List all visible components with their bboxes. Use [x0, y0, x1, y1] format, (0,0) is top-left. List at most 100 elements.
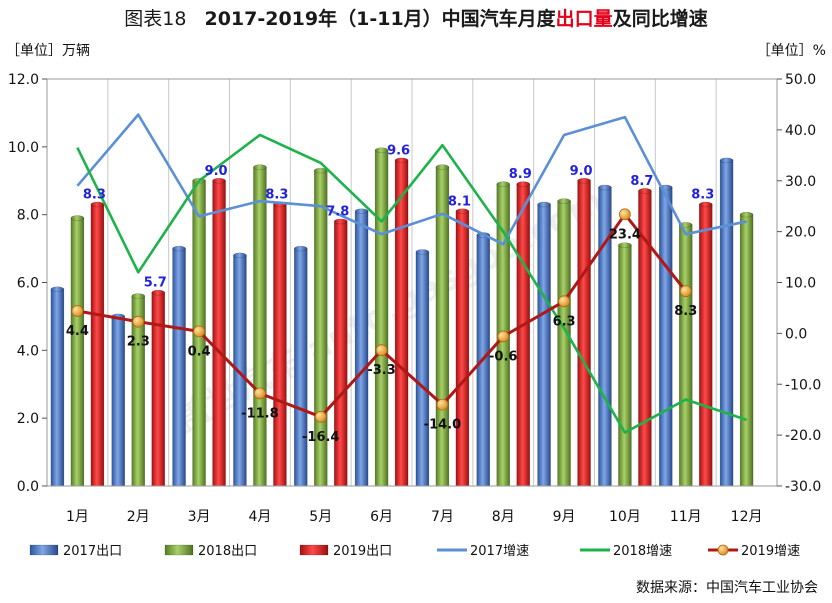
- bar-top-2019出口: [455, 208, 470, 215]
- bar-top-2017出口: [537, 201, 551, 208]
- growth-2019-marker: [193, 325, 205, 338]
- bar-top-2017出口: [719, 157, 734, 164]
- growth-2019-label: 8.3: [674, 304, 697, 319]
- category-label: 12月: [731, 509, 763, 525]
- export-2019-label: 8.7: [630, 174, 653, 189]
- bar-2017出口: [172, 248, 186, 487]
- export-2019-label: 7.8: [326, 204, 349, 219]
- export-2019-label: 8.3: [691, 187, 714, 202]
- category-label: 6月: [370, 509, 393, 525]
- legend-label: 2019出口: [333, 544, 392, 559]
- bar-2018出口: [739, 214, 754, 487]
- legend-swatch: [29, 544, 59, 556]
- bar-top-2017出口: [415, 249, 430, 255]
- right-axis-tick-label: 40.0: [785, 123, 816, 139]
- export-2019-label: 8.3: [265, 187, 288, 202]
- growth-2019-marker: [71, 305, 84, 317]
- legend-label: 2017增速: [470, 544, 529, 559]
- growth-2019-label: -0.6: [489, 349, 517, 364]
- title-highlight: 出口量: [555, 8, 613, 30]
- growth-2019-marker: [132, 315, 145, 328]
- left-axis-tick-label: 8.0: [17, 208, 39, 224]
- legend-swatch: [299, 544, 329, 556]
- legend-label: 2018增速: [613, 544, 672, 559]
- bar-2017出口: [659, 187, 673, 487]
- right-axis-tick-label: 50.0: [785, 72, 816, 88]
- legend-label: 2018出口: [198, 544, 257, 559]
- category-label: 8月: [492, 509, 515, 525]
- growth-2019-marker: [436, 398, 449, 411]
- growth-2019-label: 4.4: [66, 324, 89, 339]
- bar-top-2017出口: [233, 252, 247, 259]
- left-axis-tick-label: 0.0: [17, 479, 39, 495]
- growth-2019-label: -16.4: [302, 430, 339, 445]
- bar-top-2019出口: [577, 178, 591, 184]
- bar-2017出口: [233, 255, 247, 487]
- growth-2019-marker: [314, 410, 327, 423]
- bar-2019出口: [394, 160, 409, 487]
- bar-2017出口: [354, 211, 369, 487]
- legend-label: 2019增速: [741, 544, 800, 559]
- bar-2019出口: [334, 221, 348, 487]
- right-axis-tick-label: -20.0: [785, 428, 821, 444]
- bar-2017出口: [50, 289, 65, 487]
- bar-2019出口: [273, 204, 287, 487]
- growth-2019-marker: [375, 344, 388, 357]
- bar-top-2018出口: [496, 181, 510, 187]
- line-2018增速: [76, 133, 747, 434]
- left-axis-tick-label: 10.0: [8, 140, 39, 156]
- line-2017增速: [76, 113, 747, 246]
- growth-2019-marker: [254, 387, 266, 400]
- bar-top-2018出口: [131, 293, 145, 299]
- bar-top-2018出口: [557, 198, 571, 204]
- category-label: 3月: [188, 509, 211, 525]
- growth-2019-label: 23.4: [609, 227, 641, 242]
- bar-top-2018出口: [435, 164, 450, 170]
- bar-2019出口: [577, 180, 591, 487]
- right-axis-tick-label: 30.0: [785, 174, 816, 190]
- growth-2019-label: 2.3: [127, 335, 150, 350]
- right-axis-unit: ［单位］%: [756, 43, 826, 59]
- right-axis-tick-label: 0.0: [785, 326, 807, 342]
- bar-2018出口: [679, 224, 693, 487]
- growth-2019-label: 6.3: [553, 314, 576, 329]
- bar-2018出口: [557, 200, 571, 487]
- bar-top-2019出口: [334, 218, 348, 225]
- export-2019-label: 9.0: [205, 164, 228, 179]
- bar-top-2019出口: [394, 157, 409, 164]
- bar-2018出口: [374, 149, 389, 487]
- bar-top-2019出口: [638, 188, 652, 194]
- bar-top-2017出口: [598, 184, 612, 191]
- bar-top-2019出口: [516, 181, 530, 187]
- export-2019-label: 8.1: [448, 194, 471, 209]
- bar-2017出口: [111, 316, 125, 487]
- legend-label: 2017出口: [63, 544, 122, 559]
- bar-2017出口: [537, 204, 551, 487]
- bar-2019出口: [516, 183, 530, 487]
- bar-top-2018出口: [374, 147, 389, 153]
- category-label: 11月: [670, 509, 702, 525]
- bar-2019出口: [90, 204, 105, 487]
- export-2019-label: 5.7: [144, 276, 167, 291]
- right-axis-tick-label: 10.0: [785, 276, 816, 292]
- growth-2019-marker: [619, 208, 631, 221]
- bar-top-2017出口: [172, 245, 186, 252]
- bar-top-2019出口: [151, 289, 165, 296]
- growth-2019-label: -14.0: [424, 418, 461, 433]
- bar-2017出口: [294, 248, 308, 487]
- right-axis-tick-label: 20.0: [785, 225, 816, 241]
- legend-marker: [717, 544, 729, 556]
- bar-2019出口: [455, 211, 470, 487]
- export-2019-label: 8.9: [509, 167, 532, 182]
- bar-top-2018出口: [253, 164, 267, 170]
- bar-2017出口: [719, 160, 734, 487]
- growth-2019-label: -3.3: [367, 363, 395, 378]
- export-2019-label: 8.3: [83, 187, 106, 202]
- bar-2017出口: [415, 251, 430, 487]
- bar-top-2018出口: [70, 215, 85, 221]
- bar-top-2017出口: [354, 208, 369, 215]
- left-axis-unit: ［单位］万辆: [6, 43, 90, 59]
- bar-top-2018出口: [618, 242, 632, 248]
- bar-2018出口: [618, 244, 632, 487]
